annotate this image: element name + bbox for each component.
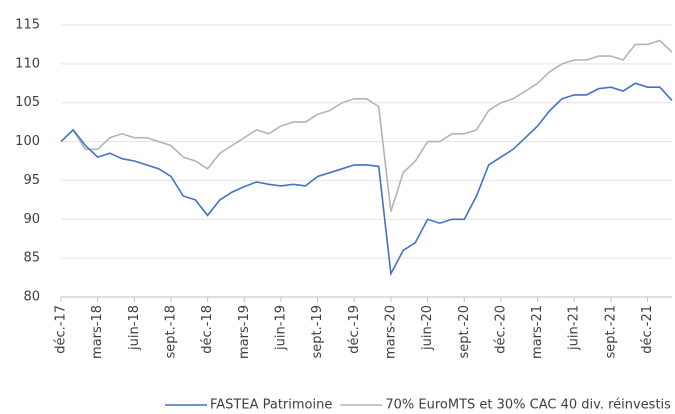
legend-label: FASTEA Patrimoine xyxy=(210,398,332,413)
y-tick-label: 115 xyxy=(15,18,40,33)
x-tick-label: mars-20 xyxy=(383,305,398,359)
x-tick-label: déc.-18 xyxy=(200,305,215,354)
x-tick-label: sept.-20 xyxy=(457,305,472,359)
x-tick-label: mars-18 xyxy=(90,305,105,359)
x-tick-label: juin-19 xyxy=(273,305,288,351)
y-tick-label: 100 xyxy=(15,134,40,149)
legend-label: 70% EuroMTS et 30% CAC 40 div. réinvesti… xyxy=(385,398,671,413)
x-tick-label: juin-20 xyxy=(420,305,435,351)
series-line xyxy=(60,82,673,277)
y-tick-label: 95 xyxy=(23,173,40,188)
x-tick-label: mars-19 xyxy=(237,305,252,359)
y-tick-label: 110 xyxy=(15,56,40,71)
x-tick-label: déc.-19 xyxy=(347,305,362,354)
y-tick-label: 105 xyxy=(15,95,40,110)
x-tick-label: déc.-17 xyxy=(54,305,69,354)
x-tick-label: sept.-19 xyxy=(310,305,325,359)
x-tick-label: juin-21 xyxy=(567,305,582,351)
y-tick-label: 85 xyxy=(23,251,40,266)
x-tick-label: déc.-21 xyxy=(640,305,655,354)
x-tick-label: mars-21 xyxy=(530,305,545,359)
x-tick-label: juin-18 xyxy=(127,305,142,351)
x-tick-label: déc.-20 xyxy=(493,305,508,354)
x-tick-label: sept.-21 xyxy=(603,305,618,359)
y-tick-label: 80 xyxy=(23,290,40,305)
y-tick-label: 90 xyxy=(23,212,40,227)
x-tick-label: sept.-18 xyxy=(163,305,178,359)
series-line xyxy=(60,39,673,212)
